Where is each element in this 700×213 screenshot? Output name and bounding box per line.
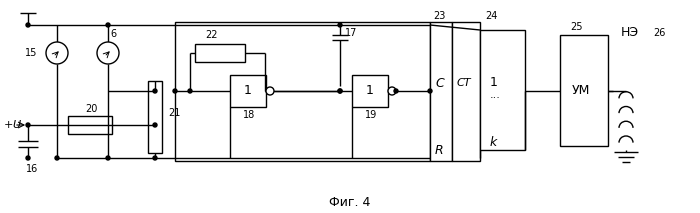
Circle shape bbox=[55, 156, 59, 160]
Circle shape bbox=[153, 123, 157, 127]
Text: R: R bbox=[435, 144, 444, 157]
Circle shape bbox=[338, 89, 342, 93]
Text: 1: 1 bbox=[366, 83, 374, 96]
Circle shape bbox=[428, 89, 432, 93]
Text: 26: 26 bbox=[653, 28, 666, 38]
Text: 18: 18 bbox=[243, 110, 256, 120]
Bar bbox=[452, 22, 480, 161]
Text: CT: CT bbox=[457, 79, 472, 88]
Text: ...: ... bbox=[490, 90, 501, 100]
Text: 6: 6 bbox=[110, 29, 116, 39]
Text: $+U$: $+U$ bbox=[3, 118, 22, 130]
Circle shape bbox=[106, 156, 110, 160]
Circle shape bbox=[97, 42, 119, 64]
Bar bbox=[352, 75, 388, 107]
Text: 19: 19 bbox=[365, 110, 377, 120]
Circle shape bbox=[188, 89, 192, 93]
Text: 17: 17 bbox=[345, 28, 358, 38]
Circle shape bbox=[338, 89, 342, 93]
Bar bbox=[560, 35, 608, 146]
Bar bbox=[195, 44, 245, 62]
Text: 23: 23 bbox=[433, 11, 445, 21]
Text: 16: 16 bbox=[26, 164, 38, 174]
Text: 1: 1 bbox=[244, 83, 252, 96]
Circle shape bbox=[153, 156, 157, 160]
Circle shape bbox=[26, 123, 30, 127]
Circle shape bbox=[394, 89, 398, 93]
Text: 24: 24 bbox=[485, 11, 498, 21]
Circle shape bbox=[26, 23, 30, 27]
Circle shape bbox=[338, 23, 342, 27]
Circle shape bbox=[26, 156, 30, 160]
Bar bbox=[430, 22, 452, 161]
Circle shape bbox=[173, 89, 177, 93]
Bar bbox=[148, 81, 162, 153]
Circle shape bbox=[153, 89, 157, 93]
Text: 21: 21 bbox=[168, 108, 181, 118]
Text: 22: 22 bbox=[205, 30, 218, 40]
Bar bbox=[480, 30, 525, 150]
Text: C: C bbox=[435, 77, 444, 90]
Bar bbox=[68, 116, 112, 134]
Text: 25: 25 bbox=[570, 22, 582, 32]
Circle shape bbox=[106, 23, 110, 27]
Text: УМ: УМ bbox=[572, 84, 590, 97]
Circle shape bbox=[266, 87, 274, 95]
Text: 15: 15 bbox=[25, 48, 37, 58]
Bar bbox=[230, 75, 266, 107]
Text: НЭ: НЭ bbox=[621, 26, 639, 39]
Text: 1: 1 bbox=[490, 75, 498, 88]
Text: 20: 20 bbox=[85, 104, 97, 114]
Text: Фиг. 4: Фиг. 4 bbox=[329, 197, 371, 210]
Circle shape bbox=[388, 87, 396, 95]
Circle shape bbox=[46, 42, 68, 64]
Bar bbox=[175, 22, 430, 161]
Text: k: k bbox=[490, 135, 497, 148]
